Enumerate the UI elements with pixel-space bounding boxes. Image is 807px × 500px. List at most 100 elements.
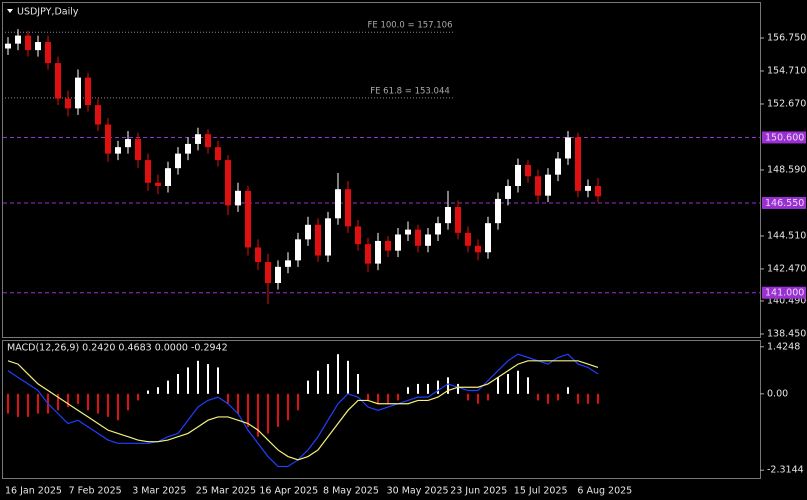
candle-body <box>485 223 491 253</box>
macd-histogram-bar <box>327 364 329 394</box>
macd-histogram-bar <box>487 393 489 401</box>
candle-body <box>565 137 571 159</box>
candle-body <box>285 260 291 267</box>
macd-histogram-bar <box>287 393 289 421</box>
macd-histogram-bar <box>137 393 139 401</box>
y-tick-label: 140.490 <box>767 295 806 306</box>
macd-histogram-bar <box>17 393 19 417</box>
macd-histogram-bar <box>477 393 479 404</box>
macd-histogram-bar <box>417 383 419 394</box>
macd-histogram-bar <box>537 393 539 401</box>
level-tag <box>762 131 806 144</box>
macd-histogram-bar <box>437 380 439 394</box>
macd-histogram-bar <box>167 380 169 394</box>
candle-body <box>5 43 11 49</box>
y-tick-label: 1.4248 <box>767 341 800 352</box>
candle-body <box>295 239 301 261</box>
macd-histogram-bar <box>517 370 519 394</box>
y-tick-label: 152.670 <box>767 98 806 109</box>
macd-histogram-bar <box>347 360 349 394</box>
x-tick-label: 8 May 2025 <box>323 486 379 497</box>
candle-body <box>335 189 341 219</box>
macd-title: MACD(12,26,9) 0.2420 0.4683 0.0000 -0.29… <box>7 343 228 354</box>
candle-body <box>125 139 131 148</box>
macd-histogram-bar <box>447 377 449 394</box>
macd-histogram-bar <box>307 380 309 394</box>
candle-body <box>215 147 221 161</box>
candle-body <box>535 176 541 196</box>
macd-histogram-bar <box>107 393 109 417</box>
macd-histogram-bar <box>567 387 569 394</box>
y-tick-label: -2.3144 <box>767 465 804 476</box>
candle-body <box>145 160 151 183</box>
macd-histogram-bar <box>497 377 499 394</box>
macd-histogram-bar <box>237 393 239 414</box>
candle-body <box>475 245 481 253</box>
candle-body <box>545 174 551 196</box>
macd-histogram-bar <box>267 393 269 434</box>
candle-body <box>595 185 601 197</box>
y-tick-label: 144.510 <box>767 230 806 241</box>
candle-body <box>225 160 231 206</box>
candle-body <box>515 164 521 186</box>
candle-body <box>205 134 211 148</box>
x-tick-label: 25 Mar 2025 <box>196 486 256 497</box>
macd-histogram-bar <box>377 393 379 404</box>
macd-histogram-bar <box>227 393 229 404</box>
candle-body <box>45 42 51 64</box>
macd-histogram-bar <box>397 393 399 401</box>
macd-histogram-bar <box>587 393 589 404</box>
candle-body <box>25 35 31 51</box>
macd-histogram-bar <box>407 387 409 394</box>
candle-body <box>365 244 371 264</box>
candle-body <box>395 234 401 251</box>
candle-body <box>445 206 451 224</box>
macd-panel <box>2 340 761 479</box>
candle-body <box>135 139 141 161</box>
macd-histogram-bar <box>467 393 469 401</box>
candle-body <box>95 105 101 125</box>
macd-histogram-bar <box>57 393 59 411</box>
candle-body <box>235 190 241 206</box>
macd-histogram-bar <box>87 393 89 411</box>
macd-histogram-bar <box>157 387 159 394</box>
macd-histogram-bar <box>177 374 179 394</box>
candle-body <box>75 77 81 109</box>
macd-histogram-bar <box>197 360 199 394</box>
x-tick-label: 3 Mar 2025 <box>132 486 186 497</box>
candle-body <box>585 185 591 191</box>
candle-body <box>415 229 421 246</box>
menu-arrow[interactable] <box>7 9 13 13</box>
x-tick-label: 16 Jan 2025 <box>5 486 62 497</box>
macd-histogram-bar <box>547 393 549 404</box>
candle-body <box>375 240 381 264</box>
candle-body <box>575 137 581 191</box>
candle-body <box>315 224 321 256</box>
candle-body <box>155 182 161 186</box>
chart-title: USDJPY,Daily <box>17 7 79 18</box>
candle-body <box>35 42 41 51</box>
candle-body <box>385 240 391 251</box>
level-label: 150.600 <box>765 132 804 143</box>
candle-body <box>495 198 501 224</box>
level-label: 146.550 <box>765 198 804 209</box>
candle-body <box>175 153 181 169</box>
candle-body <box>465 232 471 246</box>
x-tick-label: 16 Apr 2025 <box>259 486 318 497</box>
macd-histogram-bar <box>277 393 279 427</box>
macd-histogram-bar <box>117 393 119 421</box>
candle-body <box>345 189 351 227</box>
candle-body <box>275 266 281 284</box>
macd-histogram-bar <box>527 377 529 394</box>
candle-body <box>435 223 441 235</box>
candle-body <box>15 35 21 44</box>
level-label: 141.000 <box>765 288 804 299</box>
candle-body <box>85 77 91 106</box>
macd-histogram-bar <box>317 370 319 394</box>
macd-histogram-bar <box>7 393 9 414</box>
candle-body <box>165 168 171 186</box>
candle-body <box>505 185 511 199</box>
level-tag <box>762 196 806 209</box>
